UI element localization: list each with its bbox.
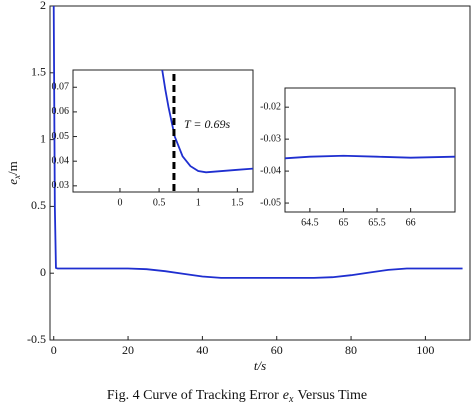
x-tick-label: 60 bbox=[271, 343, 283, 357]
x-tick-label: 100 bbox=[416, 343, 434, 357]
y-tick-label: -0.03 bbox=[260, 133, 281, 144]
y-tick-label: 0.5 bbox=[31, 198, 46, 212]
x-tick-label: 20 bbox=[122, 343, 134, 357]
x-tick-label: 65 bbox=[338, 217, 348, 228]
caption-subscript: x bbox=[288, 394, 294, 402]
y-tick-label: 0.05 bbox=[52, 131, 70, 142]
y-label-unit: /m bbox=[5, 161, 20, 175]
plot-frame bbox=[284, 87, 456, 213]
plot-frame bbox=[72, 69, 254, 193]
y-tick-label: -0.05 bbox=[260, 197, 281, 208]
x-tick-label: 0 bbox=[117, 197, 122, 208]
y-label-subscript: x bbox=[12, 175, 22, 180]
x-tick-label: 80 bbox=[345, 343, 357, 357]
annotation: T = 0.69s bbox=[184, 117, 231, 131]
caption-rest: Versus Time bbox=[297, 388, 367, 402]
y-tick-label: -0.02 bbox=[260, 101, 281, 112]
y-tick-label: 1 bbox=[40, 131, 46, 145]
y-axis-label: ex/m bbox=[5, 161, 22, 185]
caption-symbol: e bbox=[283, 388, 289, 402]
y-tick-label: 0.06 bbox=[52, 106, 70, 117]
caption-text: Fig. 4 Curve of Tracking Error bbox=[107, 388, 279, 402]
caption: Fig. 4 Curve of Tracking Error ex Versus T… bbox=[107, 388, 367, 402]
x-axis-label: t/s bbox=[254, 358, 266, 373]
x-tick-label: 40 bbox=[196, 343, 208, 357]
y-tick-label: 0 bbox=[40, 265, 46, 279]
x-tick-label: 0 bbox=[51, 343, 57, 357]
x-tick-label: 65.5 bbox=[368, 217, 386, 228]
y-tick-label: 0.04 bbox=[52, 155, 70, 166]
data-line bbox=[161, 70, 253, 174]
y-tick-label: 1.5 bbox=[31, 65, 46, 79]
x-tick-label: 66 bbox=[406, 217, 416, 228]
y-tick-label: 0.07 bbox=[52, 82, 70, 93]
y-tick-label: 0.03 bbox=[52, 180, 70, 191]
y-tick-label: -0.04 bbox=[260, 165, 281, 176]
x-tick-label: 1 bbox=[196, 197, 201, 208]
y-tick-label: -0.5 bbox=[27, 332, 46, 346]
data-line bbox=[285, 154, 455, 160]
x-tick-label: 0.5 bbox=[153, 197, 166, 208]
y-tick-label: 2 bbox=[40, 0, 46, 12]
data-line bbox=[52, 6, 463, 279]
y-label-symbol: e bbox=[5, 179, 20, 185]
x-tick-label: 64.5 bbox=[301, 217, 319, 228]
x-tick-label: 1.5 bbox=[231, 197, 244, 208]
